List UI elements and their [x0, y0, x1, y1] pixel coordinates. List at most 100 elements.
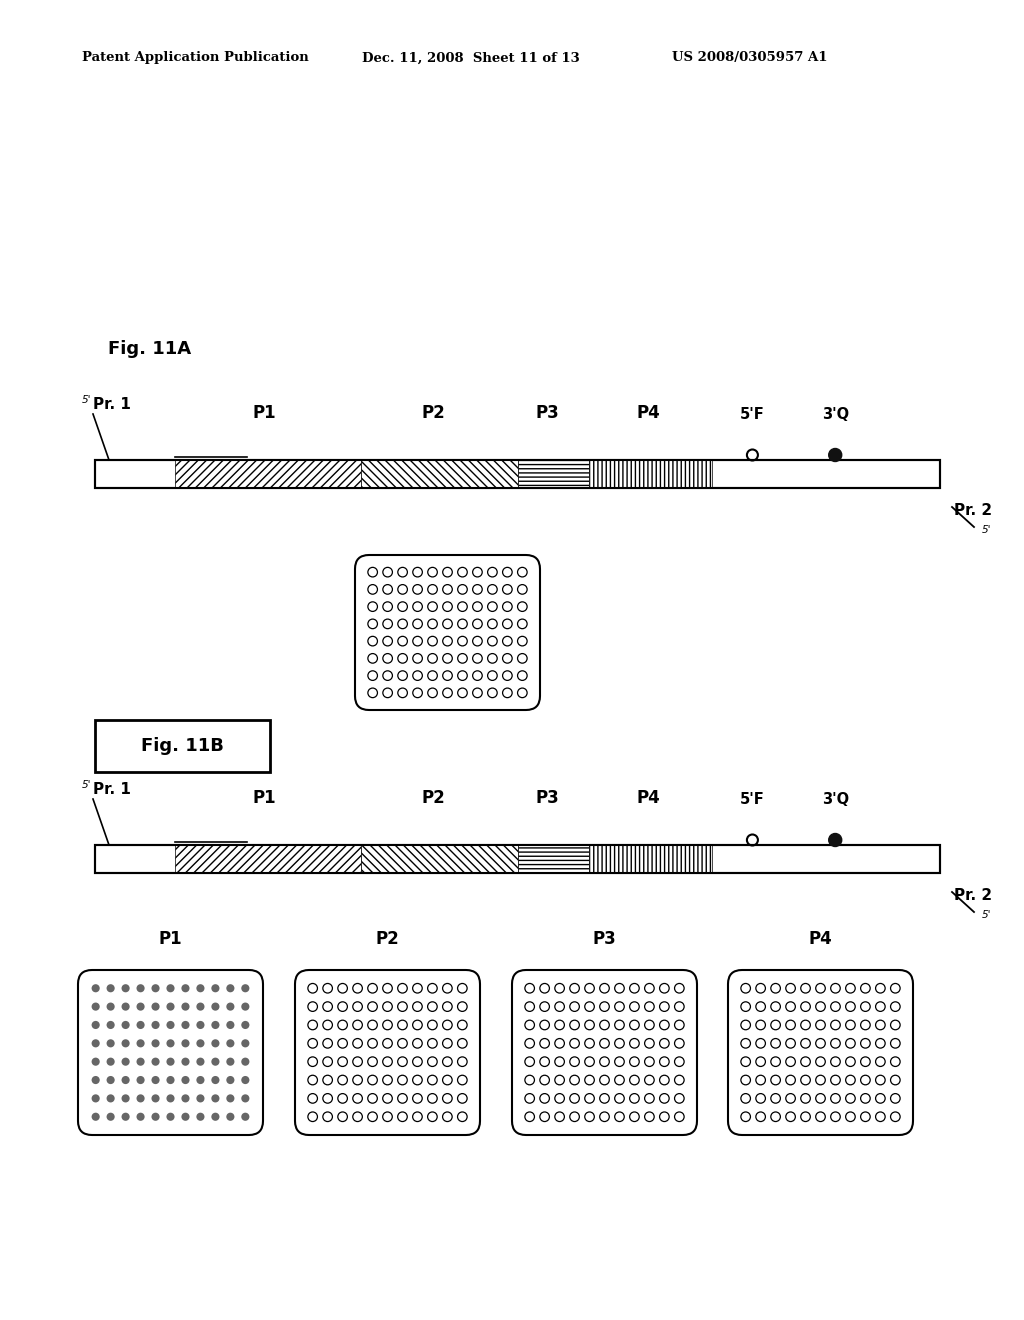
Circle shape [136, 1076, 144, 1084]
Circle shape [152, 1039, 160, 1047]
Circle shape [167, 1057, 174, 1065]
Circle shape [106, 1094, 115, 1102]
Text: 5': 5' [982, 909, 991, 920]
Text: P2: P2 [421, 789, 444, 807]
Circle shape [136, 985, 144, 993]
Circle shape [136, 1020, 144, 1030]
Bar [95, 719, 270, 772]
Circle shape [167, 1113, 174, 1121]
Circle shape [197, 985, 205, 993]
Circle shape [106, 1057, 115, 1065]
Circle shape [211, 985, 219, 993]
Circle shape [242, 1039, 250, 1047]
Circle shape [122, 1039, 130, 1047]
Text: P1: P1 [252, 789, 275, 807]
Circle shape [122, 985, 130, 993]
Text: Fig. 11B: Fig. 11B [141, 737, 224, 755]
Circle shape [242, 1020, 250, 1030]
Circle shape [211, 1002, 219, 1011]
Circle shape [122, 1076, 130, 1084]
Circle shape [226, 1002, 234, 1011]
Text: 5': 5' [82, 395, 91, 405]
Circle shape [91, 985, 99, 993]
Circle shape [242, 1094, 250, 1102]
Text: 3'Q: 3'Q [821, 792, 849, 807]
Circle shape [181, 1094, 189, 1102]
FancyBboxPatch shape [355, 554, 540, 710]
Text: Pr. 2: Pr. 2 [954, 888, 992, 903]
Circle shape [152, 1020, 160, 1030]
Bar [95, 845, 940, 873]
Circle shape [106, 1039, 115, 1047]
Text: P3: P3 [593, 931, 616, 948]
Circle shape [136, 1002, 144, 1011]
Text: P1: P1 [159, 931, 182, 948]
Circle shape [226, 1076, 234, 1084]
Circle shape [122, 1094, 130, 1102]
Circle shape [242, 1076, 250, 1084]
Circle shape [122, 1020, 130, 1030]
Circle shape [106, 1002, 115, 1011]
Circle shape [136, 1094, 144, 1102]
Circle shape [242, 1002, 250, 1011]
Circle shape [152, 1002, 160, 1011]
Text: 5': 5' [178, 461, 187, 471]
Circle shape [136, 1113, 144, 1121]
Circle shape [167, 1094, 174, 1102]
Circle shape [211, 1020, 219, 1030]
Bar [590, 845, 712, 873]
Bar [361, 845, 517, 873]
Circle shape [197, 1076, 205, 1084]
Circle shape [106, 985, 115, 993]
Circle shape [167, 985, 174, 993]
Circle shape [226, 1039, 234, 1047]
Text: 3'Q: 3'Q [821, 407, 849, 422]
Circle shape [152, 1094, 160, 1102]
Text: P3: P3 [536, 789, 559, 807]
Circle shape [122, 1057, 130, 1065]
Circle shape [211, 1113, 219, 1121]
Circle shape [242, 985, 250, 993]
Circle shape [91, 1113, 99, 1121]
Circle shape [197, 1094, 205, 1102]
Circle shape [181, 1002, 189, 1011]
Bar [175, 845, 361, 873]
FancyBboxPatch shape [295, 970, 480, 1135]
Circle shape [211, 1094, 219, 1102]
Text: P4: P4 [637, 404, 660, 422]
Text: 5': 5' [178, 846, 187, 855]
Circle shape [91, 1076, 99, 1084]
Text: Fig. 11A: Fig. 11A [108, 341, 191, 358]
Text: 5'F: 5'F [740, 407, 765, 422]
Bar [95, 459, 940, 488]
Circle shape [136, 1057, 144, 1065]
Circle shape [242, 1057, 250, 1065]
Text: P2: P2 [421, 404, 444, 422]
Circle shape [226, 1113, 234, 1121]
Circle shape [181, 1039, 189, 1047]
Text: P3: P3 [536, 404, 559, 422]
Text: 5': 5' [982, 525, 991, 535]
Text: US 2008/0305957 A1: US 2008/0305957 A1 [672, 51, 827, 65]
FancyBboxPatch shape [78, 970, 263, 1135]
Circle shape [197, 1113, 205, 1121]
FancyBboxPatch shape [728, 970, 913, 1135]
Circle shape [91, 1002, 99, 1011]
Text: P4: P4 [809, 931, 833, 948]
Circle shape [181, 1113, 189, 1121]
Bar [175, 459, 361, 488]
Bar [590, 459, 712, 488]
Bar [95, 845, 940, 873]
Bar [517, 845, 590, 873]
Circle shape [226, 1094, 234, 1102]
Circle shape [106, 1076, 115, 1084]
Circle shape [828, 833, 842, 846]
Circle shape [828, 449, 842, 462]
Circle shape [197, 1039, 205, 1047]
Circle shape [91, 1057, 99, 1065]
Circle shape [197, 1020, 205, 1030]
Circle shape [122, 1002, 130, 1011]
Circle shape [91, 1020, 99, 1030]
Bar [517, 459, 590, 488]
Text: Dec. 11, 2008  Sheet 11 of 13: Dec. 11, 2008 Sheet 11 of 13 [362, 51, 580, 65]
